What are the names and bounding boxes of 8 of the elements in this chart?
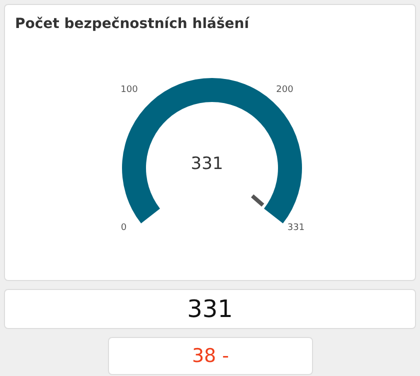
text: 200 — [276, 85, 294, 95]
text: 0 — [120, 222, 127, 233]
chart-title: Počet bezpečnostních hlášení — [15, 16, 250, 32]
text: 331 — [187, 295, 233, 323]
text: 331 — [190, 154, 224, 174]
text: 38 - — [192, 345, 230, 367]
data-label: 331 — [287, 222, 305, 233]
text: 100 — [120, 85, 138, 95]
